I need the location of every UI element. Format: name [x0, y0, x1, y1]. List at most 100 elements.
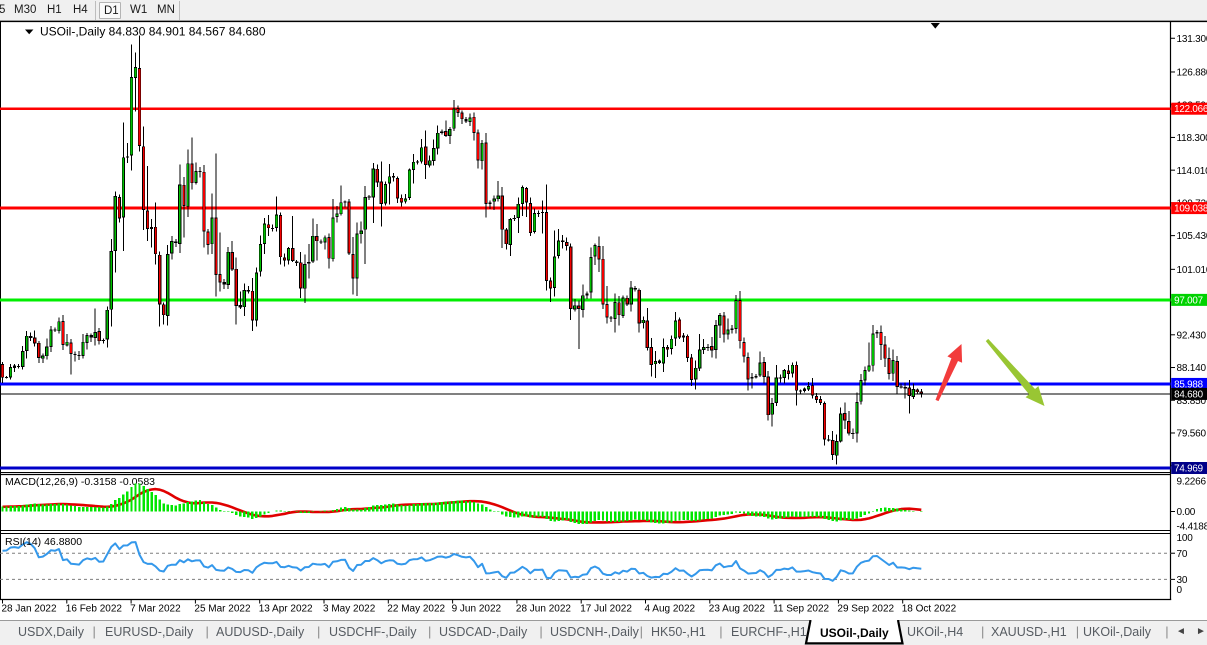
chart-tab-USDX,Daily[interactable]: USDX,Daily — [18, 625, 84, 639]
chart-tab-AUDUSD-,Daily[interactable]: AUDUSD-,Daily — [216, 625, 305, 639]
candle-body — [618, 303, 620, 315]
candle-body — [783, 370, 786, 378]
candle-body — [457, 108, 459, 113]
candle-body — [493, 199, 495, 201]
timeframe-button-m30[interactable]: M30 — [14, 4, 37, 16]
price-badge — [1171, 293, 1207, 306]
chart-tab-EURCHF-,H1[interactable]: EURCHF-,H1 — [731, 625, 807, 639]
candle-body — [872, 334, 874, 365]
up-arrow-annotation[interactable] — [935, 344, 963, 402]
candle-body — [179, 185, 181, 243]
price-badge — [1171, 387, 1207, 400]
chart-tab-EURUSD-,Daily[interactable]: EURUSD-,Daily — [105, 625, 194, 639]
toolbar-separator — [179, 1, 180, 20]
price-axis-label: 126.880 — [1177, 68, 1207, 79]
date-axis-label: 13 Apr 2022 — [259, 604, 313, 615]
chart-tab-USDCNH-,Daily[interactable]: USDCNH-,Daily — [550, 625, 639, 639]
chart-tab-HK50-,H1[interactable]: HK50-,H1 — [651, 625, 706, 639]
chart-frame — [0, 20, 1207, 601]
candle-body — [46, 347, 48, 356]
candle-body — [614, 303, 616, 319]
chart-tab-USDCHF-,Daily[interactable]: USDCHF-,Daily — [329, 625, 417, 639]
candle-body — [856, 403, 858, 433]
tab-scroll-right-icon[interactable]: ► — [1196, 626, 1206, 637]
candle-body — [158, 255, 161, 304]
date-axis-label: 23 Aug 2022 — [709, 604, 766, 615]
candle-body — [590, 258, 592, 292]
candle-body-outline — [851, 433, 855, 435]
candle-body-outline — [464, 119, 468, 122]
candle-body — [735, 300, 737, 329]
candle-body-outline — [307, 261, 311, 264]
candle-body-outline — [174, 241, 178, 244]
chart-tab-UKOil-,H4[interactable]: UKOil-,H4 — [907, 625, 964, 639]
candle-body — [324, 238, 326, 242]
candle-body-outline — [488, 202, 492, 204]
timeframe-button-mn[interactable]: MN — [157, 4, 175, 16]
candle-body — [839, 414, 842, 441]
candle-body-outline — [681, 335, 686, 338]
candle-body — [710, 347, 713, 350]
timeframe-button-h4[interactable]: H4 — [73, 4, 88, 16]
candle-body — [364, 197, 366, 229]
price-badge-122.066: 122.066 — [1174, 104, 1207, 115]
candle-body-outline — [802, 388, 807, 391]
timeframe-button-d1[interactable]: D1 — [99, 2, 121, 19]
candle-body — [815, 396, 818, 400]
candle-body — [9, 367, 12, 377]
candle-body — [114, 197, 117, 251]
timeframe-button-5[interactable]: 5 — [0, 4, 6, 16]
chart-tab-XAUUSD-,H1[interactable]: XAUUSD-,H1 — [991, 625, 1067, 639]
candle-body — [316, 237, 318, 241]
candle-body-outline — [754, 375, 758, 378]
candle-body — [767, 377, 769, 415]
candle-body — [263, 224, 266, 244]
candle-body — [235, 269, 238, 306]
candle-body — [287, 248, 290, 260]
candle-body — [348, 202, 350, 253]
candle-body — [215, 218, 217, 274]
date-axis-label: 29 Sep 2022 — [837, 604, 894, 615]
chart-tab-UKOil-,Daily[interactable]: UKOil-,Daily — [1083, 625, 1152, 639]
tab-scroll-left-icon[interactable]: ◄ — [1176, 626, 1186, 637]
candle-body-outline — [89, 334, 93, 338]
candle-body — [662, 348, 665, 363]
candle-body — [86, 335, 88, 342]
candle-body — [884, 345, 886, 358]
down-arrow-annotation[interactable] — [985, 338, 1045, 406]
candle-body — [146, 211, 149, 229]
candle-body-outline — [633, 287, 637, 290]
symbol-dropdown-icon[interactable] — [25, 29, 34, 35]
candle-body — [255, 273, 258, 320]
candle-body — [549, 281, 552, 288]
date-axis-label: 16 Feb 2022 — [66, 604, 123, 615]
candle-body — [690, 358, 693, 380]
candle-body — [501, 196, 504, 229]
chart-tab-USDCAD-,Daily[interactable]: USDCAD-,Daily — [439, 625, 528, 639]
candle-body — [376, 169, 379, 182]
candle-body-outline — [706, 346, 710, 348]
candle-body — [795, 365, 798, 390]
price-badge-84.680: 84.680 — [1174, 389, 1204, 400]
candle-body — [823, 403, 826, 439]
timeframe-button-w1[interactable]: W1 — [130, 4, 148, 16]
candle-body — [674, 321, 677, 338]
candle-body — [380, 182, 383, 203]
timeframe-button-h1[interactable]: H1 — [47, 4, 62, 16]
candle-body — [291, 248, 294, 261]
candle-body — [791, 365, 794, 373]
price-axis-label: 105.430 — [1177, 231, 1207, 242]
candle-body-outline — [270, 228, 275, 230]
tab-separator: | — [1075, 624, 1080, 639]
candle-body — [835, 441, 838, 455]
candle-body — [243, 290, 246, 307]
chart-tab-USOil-,Daily-active[interactable]: USOil-,Daily — [820, 625, 889, 640]
candle-body-outline — [778, 377, 782, 379]
candle-body — [646, 321, 649, 348]
candle-body — [525, 188, 528, 202]
candle-body — [666, 347, 669, 349]
candle-body — [62, 321, 64, 345]
candle-body — [203, 172, 205, 231]
chart-shift-marker-icon[interactable] — [930, 23, 940, 29]
